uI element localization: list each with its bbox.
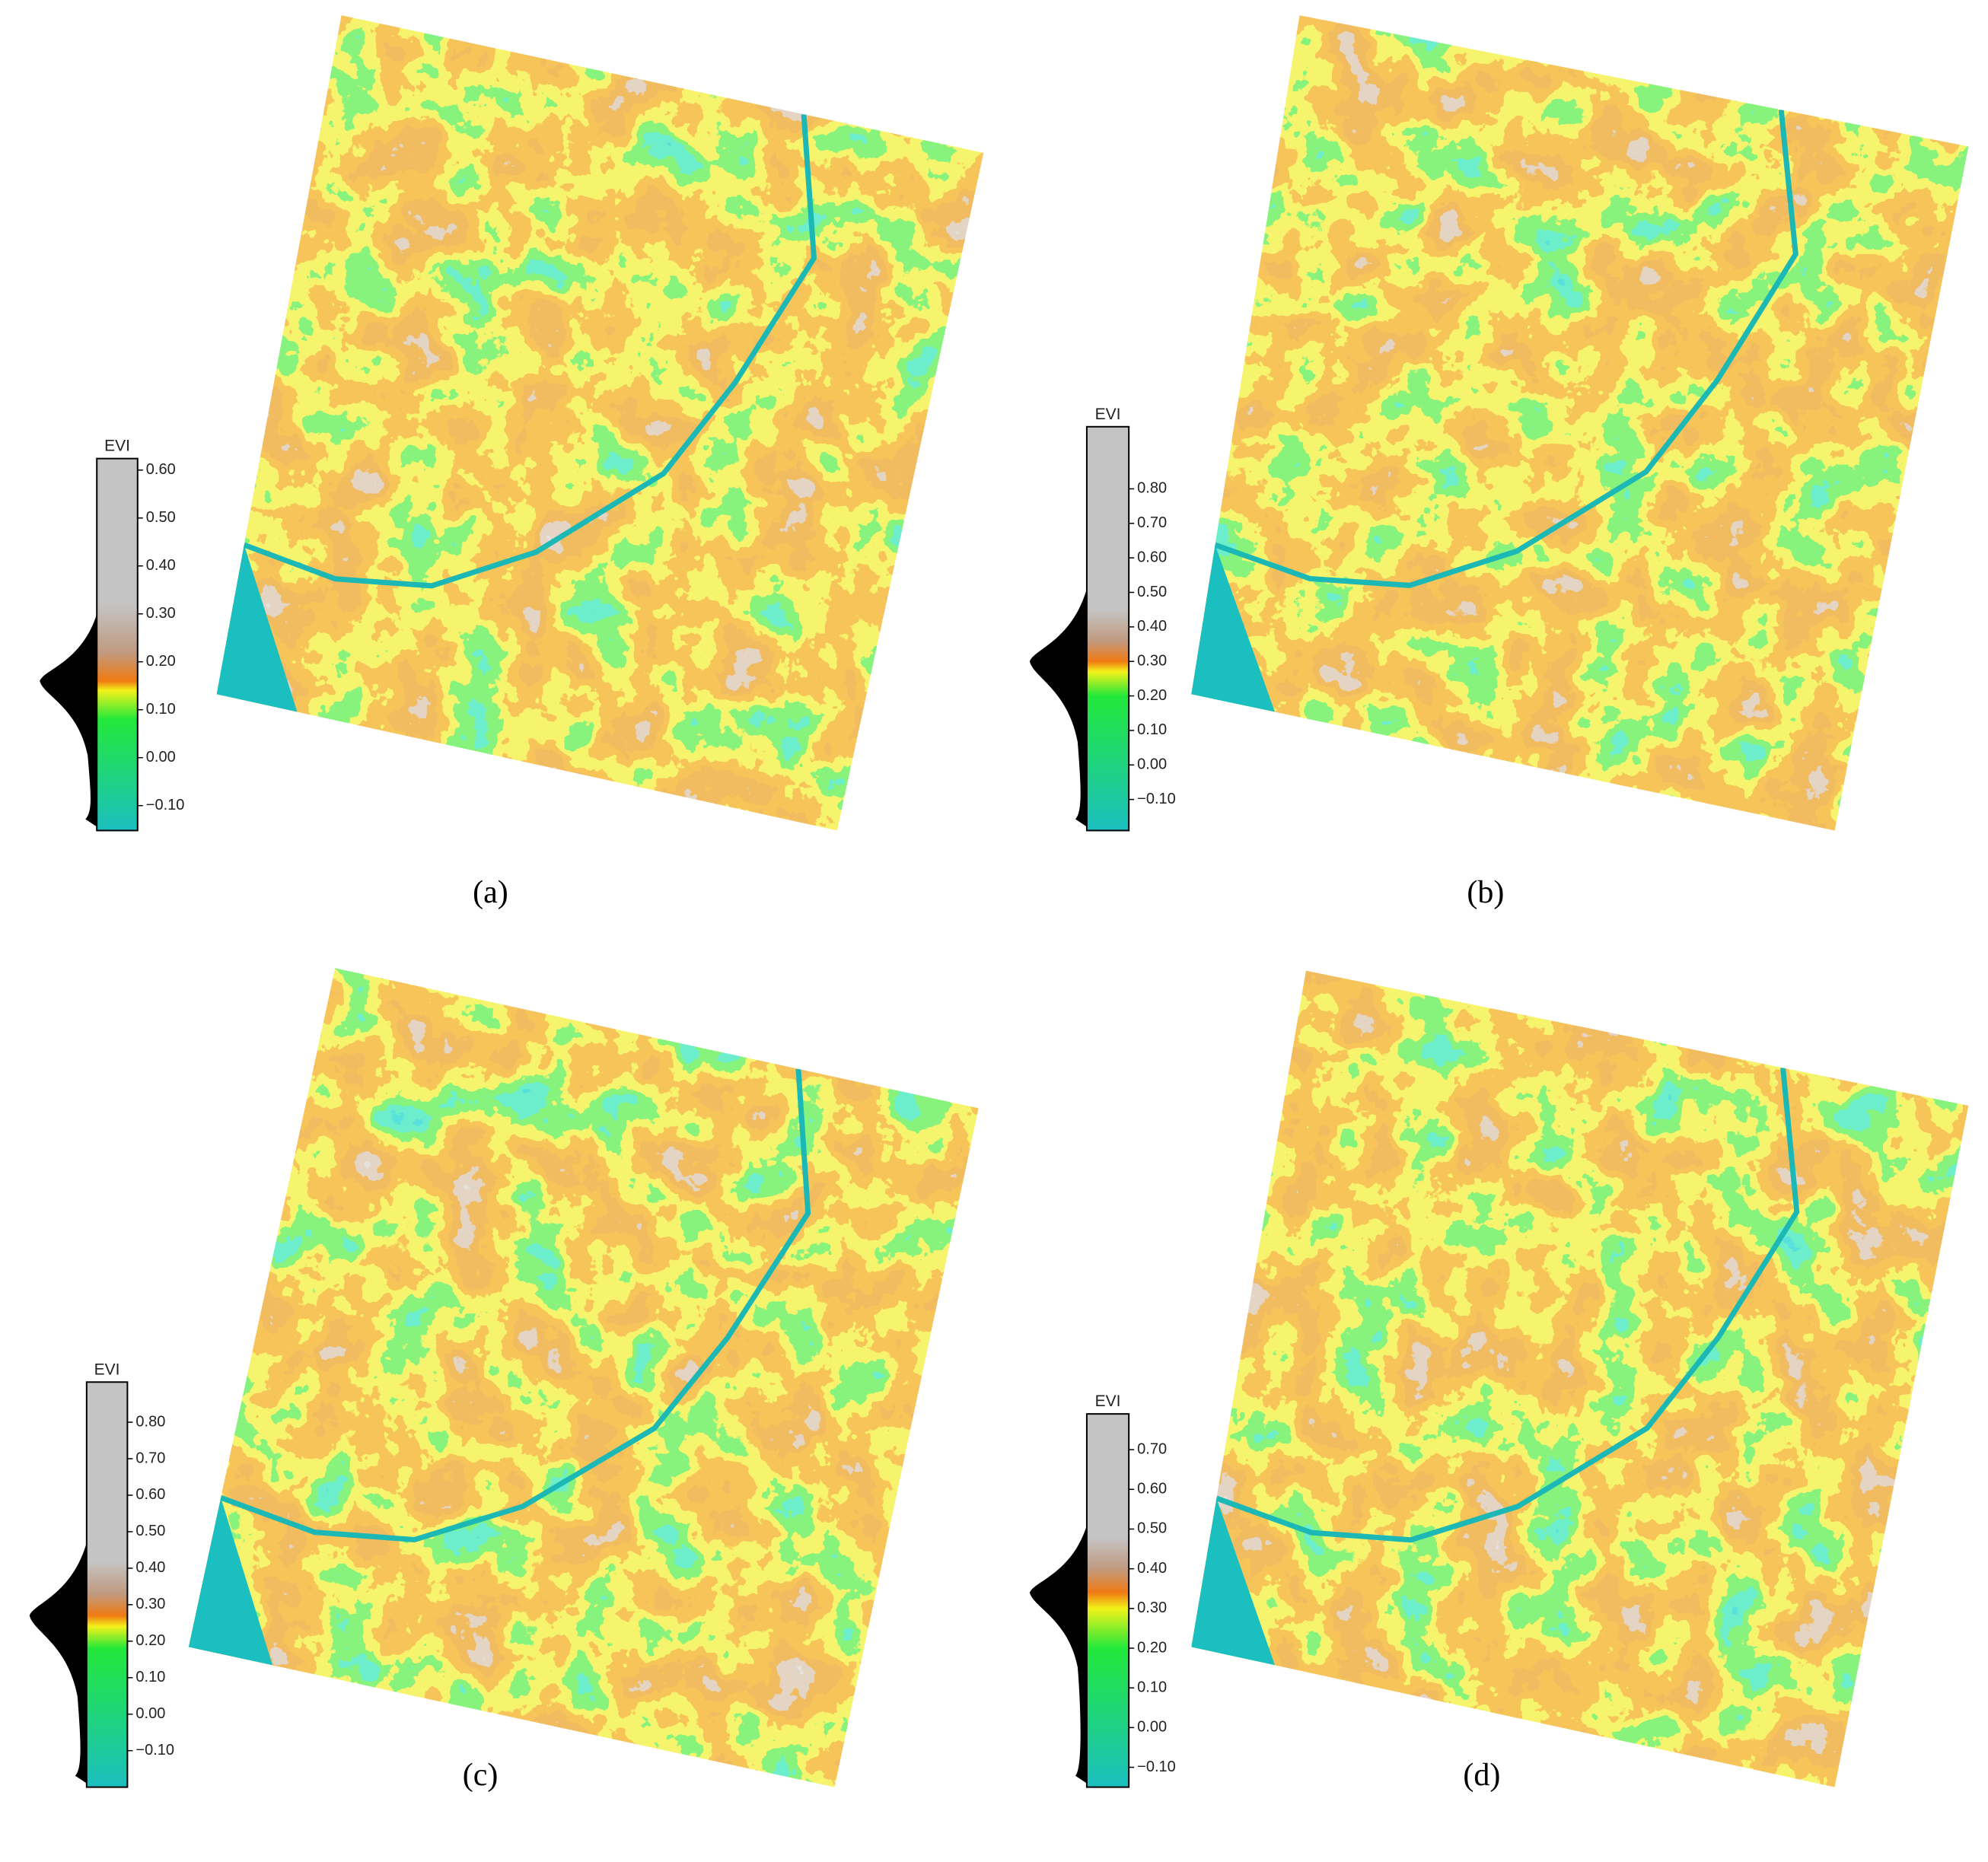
tick-label: −0.10 bbox=[146, 797, 185, 813]
tick-label: 0.20 bbox=[146, 653, 176, 670]
sea bbox=[216, 545, 298, 712]
colorbar-title: EVI bbox=[94, 1361, 120, 1378]
tick-label: 0.40 bbox=[135, 1559, 165, 1576]
tick-label: 0.10 bbox=[135, 1669, 165, 1685]
map bbox=[1191, 970, 1969, 1787]
river bbox=[1215, 1068, 1800, 1543]
tick-label: 0.40 bbox=[1137, 618, 1167, 635]
tick-label: 0.10 bbox=[146, 701, 176, 718]
tick-label: 0.00 bbox=[146, 749, 176, 765]
map-texture bbox=[1191, 15, 1969, 831]
tick-label: 0.30 bbox=[1137, 1599, 1167, 1616]
river bbox=[1214, 109, 1798, 588]
river bbox=[243, 114, 817, 589]
tick-label: 0.40 bbox=[146, 557, 176, 574]
tick-label: 0.50 bbox=[146, 509, 176, 526]
tick-label: 0.20 bbox=[1137, 687, 1167, 704]
map-texture bbox=[216, 15, 984, 831]
tick-label: 0.60 bbox=[146, 461, 176, 478]
tick-label: 0.70 bbox=[1137, 1440, 1167, 1457]
panel-caption: (b) bbox=[1467, 875, 1504, 910]
tick-label: 0.00 bbox=[1137, 756, 1167, 773]
colorbar-title: EVI bbox=[104, 438, 130, 455]
tick-label: 0.50 bbox=[135, 1523, 165, 1539]
histogram bbox=[40, 613, 97, 827]
tick-label: −0.10 bbox=[1137, 1759, 1176, 1775]
colorbar bbox=[96, 457, 139, 832]
map bbox=[188, 968, 979, 1787]
map bbox=[216, 15, 984, 831]
colorbar-title: EVI bbox=[1095, 406, 1121, 423]
tick-label: 0.70 bbox=[135, 1450, 165, 1466]
tick-label: 0.50 bbox=[1137, 584, 1167, 600]
tick-label: 0.60 bbox=[1137, 549, 1167, 565]
panel-caption: (d) bbox=[1463, 1758, 1500, 1793]
river bbox=[219, 1068, 811, 1542]
tick-label: 0.80 bbox=[135, 1413, 165, 1430]
map-texture bbox=[1191, 970, 1969, 1787]
sea bbox=[1191, 1498, 1276, 1666]
tick-label: 0.80 bbox=[1137, 480, 1167, 497]
map bbox=[1191, 15, 1969, 831]
sea bbox=[1191, 545, 1276, 712]
tick-label: 0.30 bbox=[146, 605, 176, 622]
tick-label: 0.10 bbox=[1137, 1679, 1167, 1695]
panel: EVI 0.80 0.70 0.60 0.50 0.40 0.30 0.20 0.10 0.00 −… bbox=[1029, 15, 1969, 910]
tick-label: 0.20 bbox=[1137, 1639, 1167, 1656]
tick-label: 0.40 bbox=[1137, 1560, 1167, 1577]
histogram bbox=[29, 1542, 87, 1784]
tick-label: 0.30 bbox=[135, 1596, 165, 1612]
histogram bbox=[1029, 588, 1087, 827]
histogram bbox=[1029, 1525, 1087, 1784]
colorbar bbox=[85, 1381, 129, 1788]
panel-caption: (c) bbox=[463, 1758, 499, 1793]
panel: EVI 0.70 0.60 0.50 0.40 0.30 0.20 0.10 0.00 −0.10… bbox=[1029, 970, 1969, 1793]
tick-label: −0.10 bbox=[1137, 791, 1176, 807]
colorbar bbox=[1085, 425, 1130, 832]
tick-label: 0.00 bbox=[135, 1705, 165, 1722]
colorbar-title: EVI bbox=[1095, 1393, 1121, 1410]
panel-caption: (a) bbox=[473, 875, 508, 910]
panel: EVI 0.80 0.70 0.60 0.50 0.40 0.30 0.20 0.10 0.00 −… bbox=[29, 968, 979, 1793]
tick-label: 0.20 bbox=[135, 1632, 165, 1649]
map-texture bbox=[188, 968, 979, 1787]
tick-label: 0.60 bbox=[135, 1486, 165, 1503]
tick-label: 0.50 bbox=[1137, 1520, 1167, 1537]
tick-label: 0.30 bbox=[1137, 652, 1167, 669]
tick-label: 0.70 bbox=[1137, 514, 1167, 531]
tick-label: 0.00 bbox=[1137, 1719, 1167, 1736]
tick-label: 0.10 bbox=[1137, 721, 1167, 738]
colorbar bbox=[1085, 1413, 1130, 1788]
tick-label: −0.10 bbox=[135, 1742, 174, 1759]
sea bbox=[188, 1498, 273, 1666]
panel: EVI 0.60 0.50 0.40 0.30 0.20 0.10 0.00 −0.10 (a) bbox=[40, 15, 984, 910]
tick-label: 0.60 bbox=[1137, 1481, 1167, 1498]
